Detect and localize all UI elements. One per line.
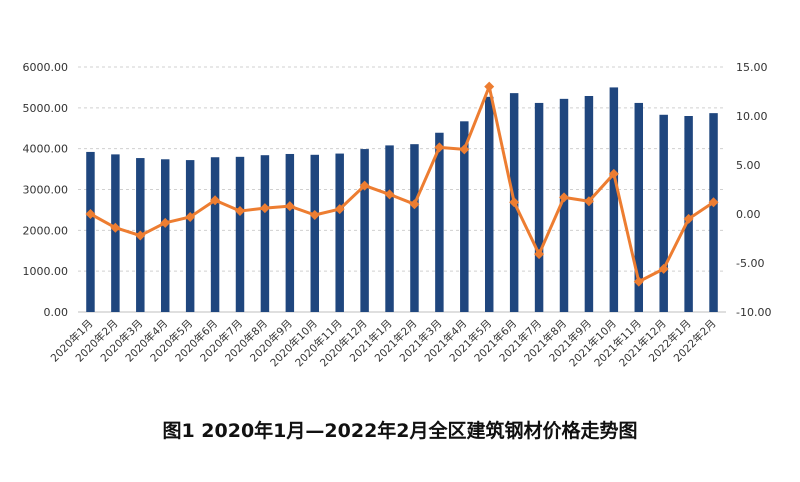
left-tick-label: 3000.00 xyxy=(23,184,69,197)
bar xyxy=(385,145,394,312)
bar xyxy=(559,98,569,312)
line-point xyxy=(633,276,644,287)
left-tick-label: 0.00 xyxy=(44,306,69,319)
bar xyxy=(709,113,718,313)
line-point xyxy=(559,192,569,203)
line-point xyxy=(658,263,669,274)
left-tick-label: 5000.00 xyxy=(23,102,69,115)
bar xyxy=(210,157,220,312)
line-point xyxy=(359,180,370,191)
series-line xyxy=(89,85,715,284)
line-point xyxy=(334,204,345,215)
line-point xyxy=(683,213,694,224)
line-point xyxy=(509,197,520,208)
bar xyxy=(609,87,619,313)
line-point xyxy=(384,189,395,200)
line-point xyxy=(235,206,245,217)
right-tick-label: 5.00 xyxy=(736,159,761,172)
line-point xyxy=(434,142,445,153)
bar xyxy=(460,121,469,312)
left-tick-label: 4000.00 xyxy=(23,143,69,156)
chart-title: 图1 2020年1月—2022年2月全区建筑钢材价格走势图 xyxy=(162,420,638,442)
left-tick-label: 2000.00 xyxy=(23,224,69,237)
line-point xyxy=(534,249,545,260)
bar xyxy=(285,153,295,312)
bar xyxy=(235,156,245,312)
line-series xyxy=(85,81,719,287)
line-point xyxy=(309,209,320,220)
line-point xyxy=(259,203,270,214)
left-tick-label: 1000.00 xyxy=(23,265,69,278)
line-point xyxy=(583,196,594,207)
right-axis-ticks: -10.00 -5.00 0.00 5.00 10.00 15.00 xyxy=(736,61,771,319)
bar xyxy=(534,102,544,312)
bar xyxy=(86,151,95,312)
bar xyxy=(634,102,644,312)
x-axis-ticks: 2020年1月2020年2月2020年3月2020年4月2020年5月2020年… xyxy=(48,317,719,369)
bar xyxy=(111,154,120,312)
line-point xyxy=(110,222,121,233)
right-tick-label: -10.00 xyxy=(736,306,771,319)
bar xyxy=(335,153,344,312)
line-point xyxy=(409,199,420,210)
line-point xyxy=(459,144,470,155)
line-point xyxy=(160,217,171,228)
right-tick-label: 10.00 xyxy=(736,110,768,123)
line-point xyxy=(284,201,295,212)
bar xyxy=(484,96,494,312)
bar xyxy=(185,160,195,312)
right-tick-label: -5.00 xyxy=(736,257,764,270)
left-axis-ticks: 0.00 1000.00 2000.00 3000.00 4000.00 5000.00 6… xyxy=(23,61,69,319)
right-tick-label: 0.00 xyxy=(736,208,761,221)
bar xyxy=(410,144,419,312)
line-point xyxy=(85,209,96,219)
bar xyxy=(659,114,668,313)
bar xyxy=(160,159,170,312)
line-point xyxy=(210,195,221,206)
line-point xyxy=(135,230,146,241)
line-point xyxy=(185,211,196,222)
bar xyxy=(435,132,444,312)
bar xyxy=(260,155,270,312)
line-point xyxy=(608,168,619,179)
bar xyxy=(360,149,369,312)
right-tick-label: 15.00 xyxy=(736,61,768,74)
gridlines xyxy=(78,66,726,313)
line-point xyxy=(708,197,719,208)
bar xyxy=(310,154,320,312)
line-point xyxy=(484,81,495,92)
left-tick-label: 6000.00 xyxy=(23,61,69,74)
